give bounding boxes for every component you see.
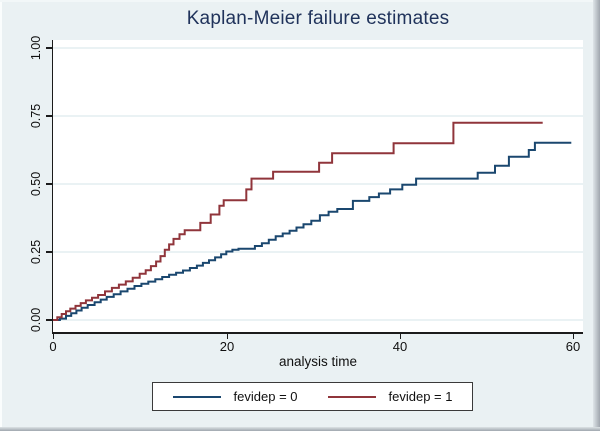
y-tick-0.25 (46, 251, 52, 253)
km-svg (53, 47, 583, 321)
legend-label-fevidep-1: fevidep = 1 (388, 389, 453, 404)
window-edge-left (0, 0, 2, 431)
y-tick-label-0.25: 0.25 (29, 239, 43, 265)
y-tick-label-1.00: 1.00 (29, 35, 43, 61)
x-tick-20 (226, 333, 229, 339)
x-tick-40 (399, 333, 402, 339)
plot-area (53, 40, 583, 332)
legend-label-fevidep-0: fevidep = 0 (233, 389, 298, 404)
x-tick-0 (52, 333, 55, 339)
y-tick-0.50 (46, 183, 52, 185)
window-edge-top (0, 0, 600, 2)
legend-item-fevidep-0: fevidep = 0 (172, 389, 298, 404)
window-edge-right (593, 0, 600, 431)
y-tick-label-0.50: 0.50 (29, 171, 43, 197)
km-curve-fevidep-0 (53, 141, 572, 321)
legend: fevidep = 0 fevidep = 1 (152, 382, 473, 411)
legend-item-fevidep-1: fevidep = 1 (327, 389, 453, 404)
y-tick-0.00 (46, 319, 52, 321)
legend-line-fevidep-1 (327, 395, 376, 398)
x-tick-60 (572, 333, 575, 339)
x-tick-label-20: 20 (219, 339, 235, 354)
y-tick-1.00 (46, 47, 52, 49)
x-tick-label-60: 60 (565, 339, 581, 354)
y-axis-line (51, 40, 54, 333)
chart-title: Kaplan-Meier failure estimates (186, 8, 450, 29)
y-tick-0.75 (46, 115, 52, 117)
window-edge-bottom (0, 427, 600, 431)
y-tick-label-0.75: 0.75 (29, 103, 43, 129)
x-axis-line (51, 332, 583, 334)
x-tick-label-0: 0 (49, 339, 57, 354)
km-curve-fevidep-1 (53, 121, 543, 321)
x-axis-title: analysis time (278, 354, 358, 369)
legend-line-fevidep-0 (172, 395, 221, 398)
y-tick-label-0.00: 0.00 (29, 307, 43, 333)
x-tick-label-40: 40 (392, 339, 408, 354)
